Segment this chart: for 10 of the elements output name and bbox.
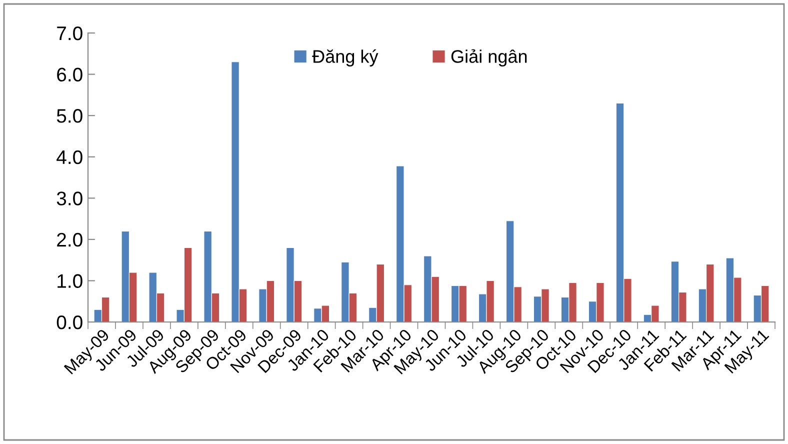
legend-label: Giải ngân	[451, 49, 527, 66]
legend-label: Đăng ký	[312, 49, 378, 66]
y-tick-label: 7.0	[57, 26, 82, 40]
y-tick-label: 3.0	[56, 192, 82, 206]
y-tick-label: 6.0	[57, 68, 82, 82]
y-tick-label: 2.0	[57, 232, 82, 247]
y-tick-label: 4.0	[56, 150, 82, 164]
y-tick-label: 5.0	[56, 109, 82, 123]
y-tick-label: 0.0	[56, 315, 82, 330]
y-tick-label: 1.0	[58, 274, 82, 288]
